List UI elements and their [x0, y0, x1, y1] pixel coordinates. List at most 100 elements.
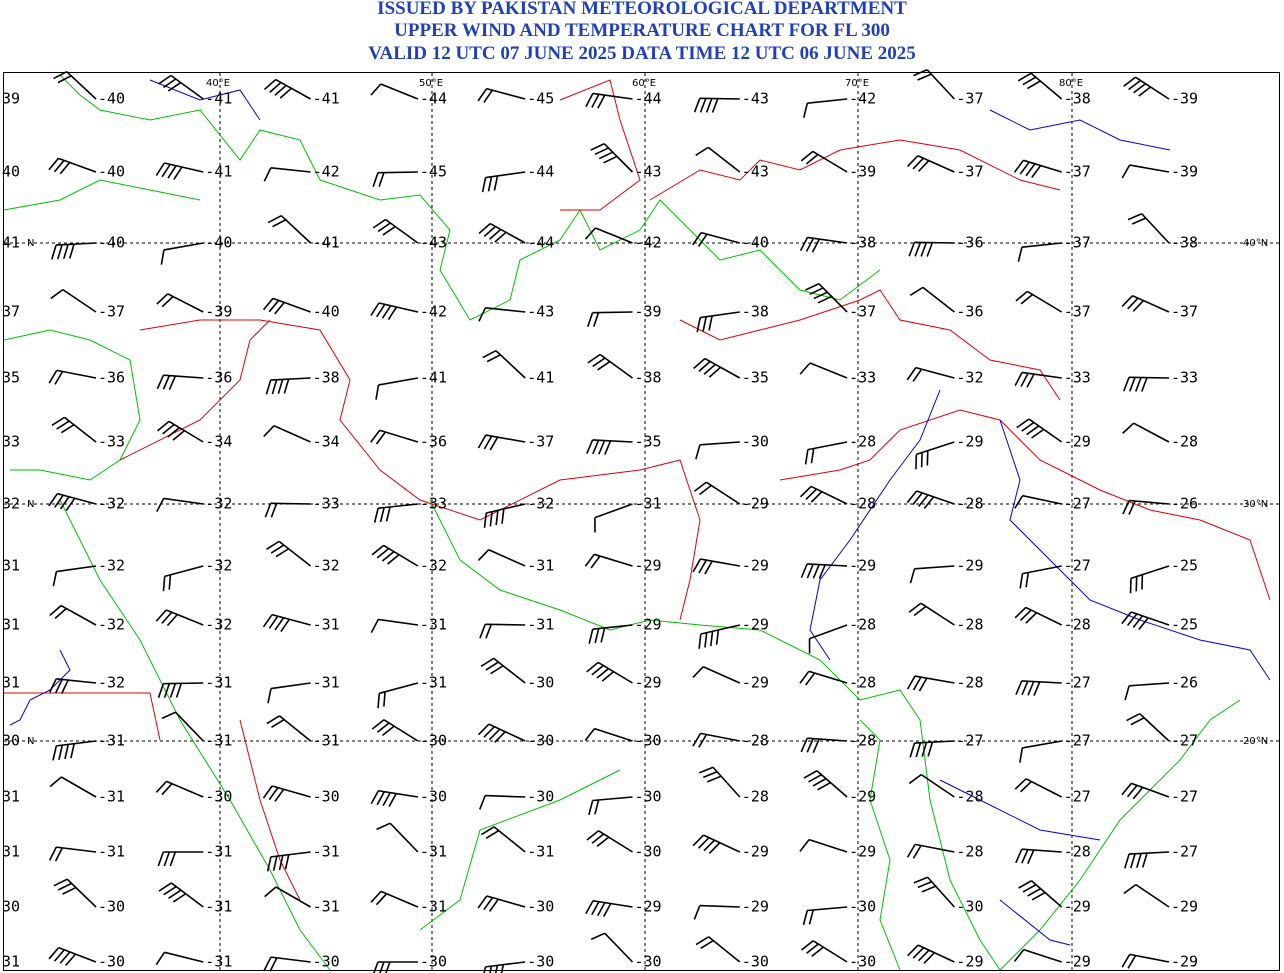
barb-feather [695, 146, 709, 157]
temperature: -31 [420, 616, 447, 634]
temperature: -29 [1064, 433, 1091, 451]
wind-barb [157, 682, 204, 699]
barb-feather [51, 416, 65, 427]
barb-feather [479, 624, 486, 639]
barb-feather [272, 219, 287, 228]
barb-feather [269, 957, 278, 972]
barb-feather [381, 550, 395, 562]
temperature: -39 [849, 163, 876, 181]
wind-barb [262, 297, 311, 315]
barb-staff [377, 171, 418, 174]
wind-barb [264, 886, 312, 908]
barb-feather [172, 430, 185, 441]
barb-feather [385, 961, 391, 973]
barb-feather [266, 540, 280, 551]
barb-feather [158, 882, 172, 892]
barb-staff [389, 822, 419, 853]
barb-feather [62, 886, 77, 895]
barb-feather [277, 379, 284, 394]
barb-feather [926, 450, 929, 466]
wind-barb [1014, 606, 1063, 626]
barb-feather [703, 363, 716, 375]
temperature: -31 [98, 732, 125, 750]
longitude-label: 80°E [1059, 78, 1083, 89]
barb-staff [166, 780, 204, 798]
barb-staff [163, 374, 204, 379]
barb-feather [1025, 612, 1038, 624]
barb-staff [380, 83, 419, 100]
wind-barb [1018, 880, 1063, 908]
wind-barb [48, 157, 97, 175]
wind-barb [1017, 242, 1062, 262]
temperature: 41 [2, 234, 20, 252]
barb-feather [155, 162, 165, 176]
wind-barb [370, 789, 419, 807]
barb-feather [268, 615, 279, 629]
barb-staff [488, 548, 526, 567]
barb-feather [693, 98, 701, 113]
barb-feather [372, 172, 379, 188]
temperature: -26 [1171, 674, 1198, 692]
temperature: -28 [742, 788, 769, 806]
temperature: -27 [1064, 495, 1091, 513]
barb-staff [703, 834, 741, 853]
barb-feather [588, 628, 594, 644]
temperature: -31 [313, 616, 340, 634]
barb-feather [499, 964, 505, 973]
barb-feather [49, 605, 62, 617]
wind-barb [477, 434, 526, 451]
wind-barb [161, 711, 204, 742]
barb-feather [702, 770, 718, 779]
temperature: -31 [420, 898, 447, 916]
temperature: -31 [98, 788, 125, 806]
barb-staff [810, 485, 848, 505]
barb-feather [1014, 778, 1027, 790]
barb-staff [489, 222, 526, 244]
barb-staff [592, 796, 633, 802]
barb-feather [596, 836, 610, 848]
barb-feather [156, 498, 165, 512]
barb-staff [599, 353, 633, 379]
wind-barb [158, 74, 204, 100]
wind-barb [162, 565, 204, 592]
barb-feather [591, 901, 600, 916]
barb-feather [489, 511, 493, 527]
wind-barb [693, 904, 740, 920]
wind-barb [267, 682, 311, 704]
temperature: -32 [420, 557, 447, 575]
barb-feather [592, 312, 600, 327]
barb-staff [165, 609, 204, 626]
barb-feather [1017, 246, 1023, 262]
temperature: -27 [1064, 788, 1091, 806]
wind-barb [371, 544, 419, 567]
barb-feather [268, 299, 280, 313]
barb-feather [274, 84, 287, 96]
barb-feather [375, 893, 388, 906]
wind-barb [908, 241, 955, 257]
barb-staff [922, 286, 955, 313]
temperature: -28 [849, 433, 876, 451]
barb-feather [163, 885, 177, 896]
barb-feather [70, 743, 75, 759]
wind-barb [370, 302, 419, 320]
barb-feather [588, 800, 594, 816]
barb-staff [379, 682, 419, 695]
temperature: -31 [205, 732, 232, 750]
barb-staff [56, 369, 97, 379]
barb-feather [54, 371, 64, 385]
temperature: -29 [742, 843, 769, 861]
barb-feather [60, 679, 69, 694]
barb-staff [488, 723, 526, 742]
barb-feather [1033, 681, 1041, 696]
barb-feather [1126, 613, 1138, 627]
temperature: -33 [98, 433, 125, 451]
wind-barb [803, 98, 848, 118]
barb-feather [927, 741, 934, 757]
barb-feather [585, 900, 594, 915]
temperature: -30 [527, 953, 554, 971]
wind-barb [692, 558, 740, 575]
barb-feather [692, 558, 702, 573]
temperature: -31 [420, 674, 447, 692]
wind-barb [586, 439, 633, 455]
barb-feather [490, 665, 504, 675]
